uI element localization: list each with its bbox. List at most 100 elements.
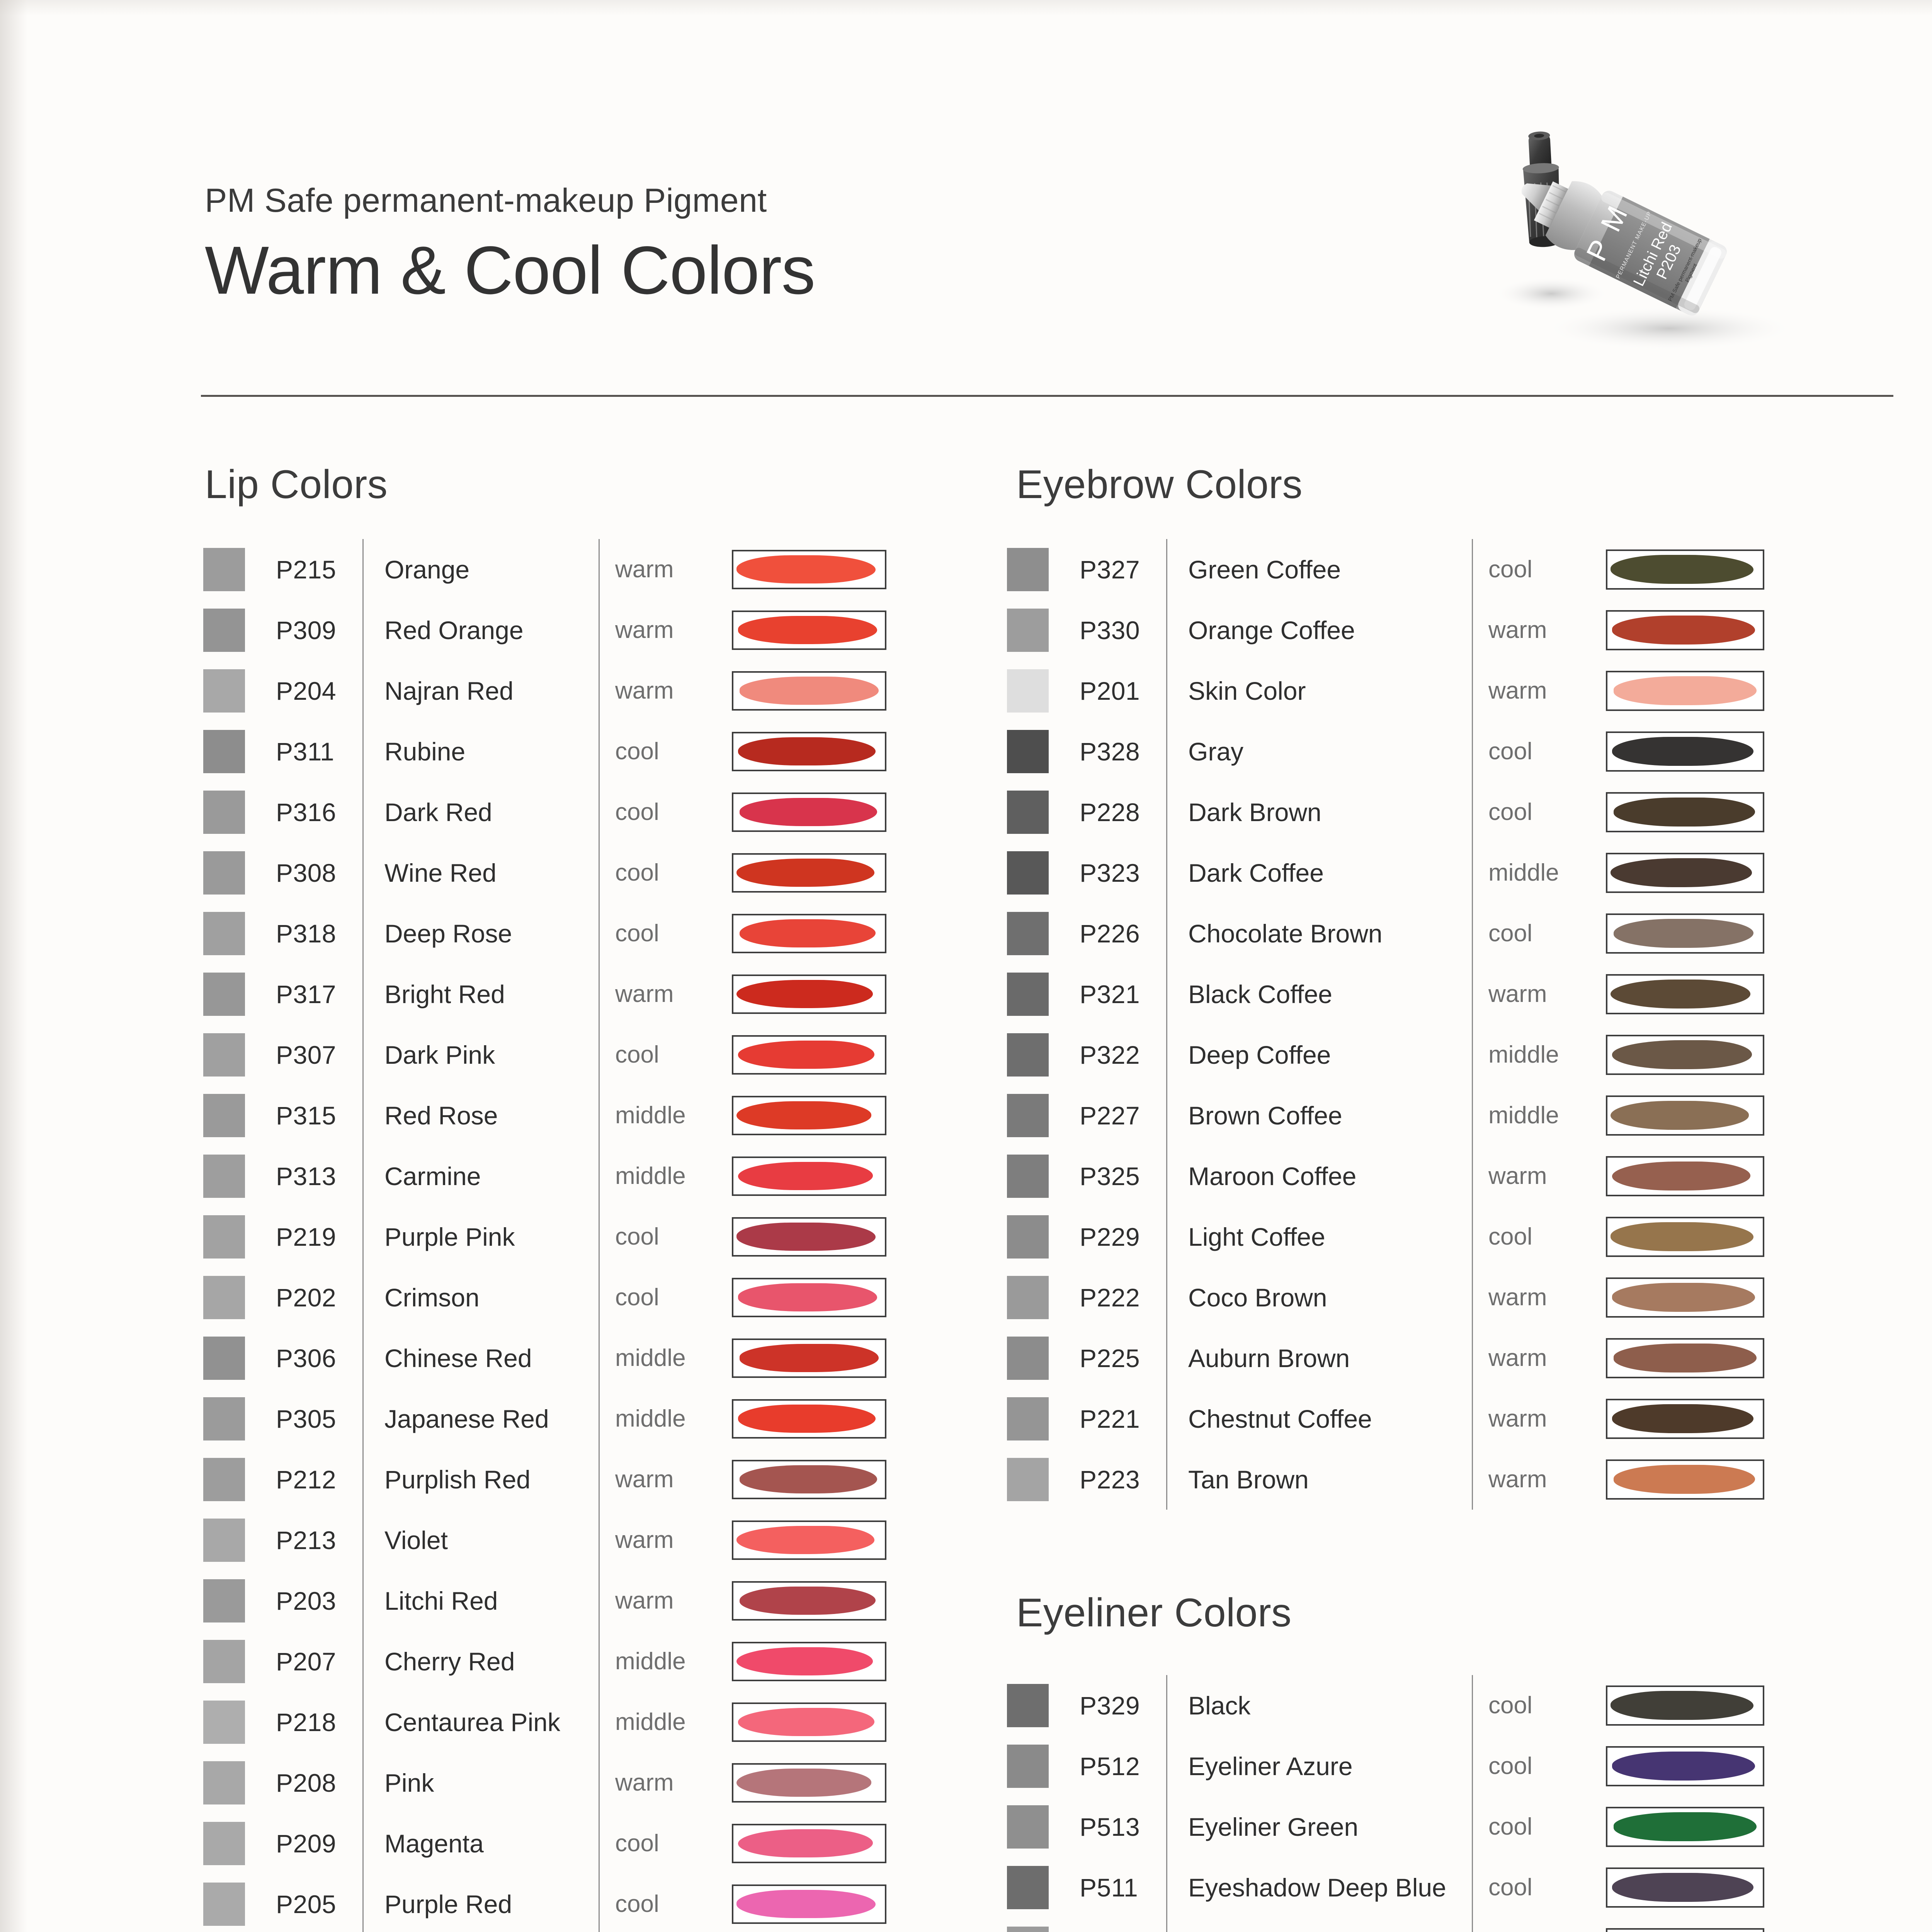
table-row[interactable]: P315 Red Rose middle (201, 1085, 886, 1146)
table-row[interactable]: P222 Coco Brown warm (1005, 1267, 1764, 1328)
table-row[interactable]: P513 Eyeliner Green cool (1005, 1796, 1764, 1857)
table-row[interactable]: P229 Light Coffee cool (1005, 1206, 1764, 1267)
pigment-name: Eyeshadow Deep Blue (1188, 1873, 1446, 1902)
pigment-brush-stroke (1614, 1465, 1755, 1494)
pigment-swatch-cell (732, 1874, 886, 1932)
pigment-brush-stroke (736, 1222, 876, 1251)
color-temperature-label: cool (615, 859, 659, 886)
pigment-code: P311 (276, 737, 335, 766)
pigment-brush-stroke (1612, 1162, 1750, 1190)
table-row[interactable]: P306 Chinese Red middle (201, 1328, 886, 1388)
pigment-code: P228 (1080, 798, 1140, 827)
table-row[interactable]: P330 Orange Coffee warm (1005, 600, 1764, 660)
color-temperature-label: warm (615, 1587, 674, 1614)
table-row[interactable]: P328 Gray cool (1005, 721, 1764, 782)
pigment-code: P511 (1080, 1873, 1138, 1902)
pigment-swatch-box (732, 1581, 886, 1621)
table-row[interactable]: P204 Najran Red warm (201, 660, 886, 721)
pigment-swatch-box (1606, 1746, 1764, 1786)
table-row[interactable]: P511 Eyeshadow Deep Blue cool (1005, 1857, 1764, 1918)
table-row[interactable]: P305 Japanese Red middle (201, 1388, 886, 1449)
column-divider (599, 1388, 600, 1449)
color-temperature-label: warm (615, 981, 674, 1007)
column-divider (362, 1146, 364, 1206)
pigment-code: P229 (1080, 1222, 1140, 1251)
table-row[interactable]: P221 Chestnut Coffee warm (1005, 1388, 1764, 1449)
column-divider (362, 1328, 364, 1388)
column-divider (599, 1752, 600, 1813)
table-row[interactable]: P223 Tan Brown warm (1005, 1449, 1764, 1510)
pigment-brush-stroke (1612, 1283, 1755, 1312)
table-row[interactable]: P219 Purple Pink cool (201, 1206, 886, 1267)
pigment-swatch-cell (732, 600, 886, 660)
grayscale-tone-swatch (203, 790, 245, 834)
grayscale-tone-swatch (1007, 972, 1049, 1016)
table-row[interactable]: P218 Centaurea Pink middle (201, 1692, 886, 1752)
pigment-swatch-cell (732, 1388, 886, 1449)
pigment-swatch-box (732, 792, 886, 832)
grayscale-tone-swatch (1007, 1744, 1049, 1788)
column-divider (1166, 1675, 1167, 1736)
pigment-name: Tan Brown (1188, 1465, 1309, 1494)
table-row[interactable]: P208 Pink warm (201, 1752, 886, 1813)
table-row[interactable]: P318 Deep Rose cool (201, 903, 886, 964)
table-row[interactable]: P329 Black cool (1005, 1675, 1764, 1736)
column-divider (599, 964, 600, 1024)
pigment-name: Rubine (384, 737, 466, 766)
table-row[interactable]: P311 Rubine cool (201, 721, 886, 782)
pigment-brush-stroke (1612, 1040, 1752, 1069)
table-row[interactable]: P207 Cherry Red middle (201, 1631, 886, 1692)
table-row[interactable]: P227 Brown Coffee middle (1005, 1085, 1764, 1146)
color-temperature-label: cool (1488, 799, 1532, 825)
column-divider (1166, 964, 1167, 1024)
table-row[interactable]: P213 Violet warm (201, 1510, 886, 1570)
page-title: Warm & Cool Colors (205, 233, 815, 308)
pigment-swatch-box (732, 1884, 886, 1924)
pigment-swatch-cell (1606, 1857, 1764, 1918)
table-row[interactable]: P201 Skin Color warm (1005, 660, 1764, 721)
table-row[interactable]: P313 Carmine middle (201, 1146, 886, 1206)
pigment-code: P329 (1080, 1691, 1140, 1720)
pigment-brush-stroke (736, 555, 876, 584)
table-row[interactable]: P225 Auburn Brown warm (1005, 1328, 1764, 1388)
table-row[interactable]: P309 Red Orange warm (201, 600, 886, 660)
table-row[interactable]: P308 Wine Red cool (201, 842, 886, 903)
color-temperature-label: middle (615, 1102, 686, 1129)
pigment-swatch-cell (1606, 1024, 1764, 1085)
table-row[interactable]: P321 Black Coffee warm (1005, 964, 1764, 1024)
table-row[interactable]: P322 Deep Coffee middle (1005, 1024, 1764, 1085)
column-divider (599, 782, 600, 842)
pigment-name: Auburn Brown (1188, 1344, 1350, 1372)
column-divider (1166, 842, 1167, 903)
color-temperature-label: cool (615, 1041, 659, 1068)
grayscale-tone-swatch (1007, 1866, 1049, 1909)
table-row[interactable]: P307 Dark Pink cool (201, 1024, 886, 1085)
pigment-swatch-box (732, 853, 886, 893)
table-row[interactable]: P209 Magenta cool (201, 1813, 886, 1874)
column-divider (1472, 721, 1473, 782)
pigment-swatch-cell (1606, 1085, 1764, 1146)
table-row[interactable]: P203 Litchi Red warm (201, 1570, 886, 1631)
table-row[interactable]: P215 Orange warm (201, 539, 886, 600)
table-row[interactable]: P212 Purplish Red warm (201, 1449, 886, 1510)
table-row[interactable]: P323 Dark Coffee middle (1005, 842, 1764, 903)
table-row[interactable]: P512 Eyeliner Azure cool (1005, 1736, 1764, 1796)
grayscale-tone-swatch (203, 1639, 245, 1683)
table-row[interactable]: P228 Dark Brown cool (1005, 782, 1764, 842)
pigment-swatch-box (732, 731, 886, 771)
pigment-swatch-cell (732, 1449, 886, 1510)
table-row[interactable]: P226 Chocolate Brown cool (1005, 903, 1764, 964)
pigment-name: Purplish Red (384, 1465, 531, 1494)
table-row[interactable]: P316 Dark Red cool (201, 782, 886, 842)
table-row[interactable]: P317 Bright Red warm (201, 964, 886, 1024)
pigment-code: P316 (276, 798, 337, 827)
table-row[interactable]: P327 Green Coffee cool (1005, 539, 1764, 600)
table-row[interactable]: P325 Maroon Coffee warm (1005, 1146, 1764, 1206)
pigment-code: P208 (276, 1768, 337, 1797)
table-row[interactable]: P205 Purple Red cool (201, 1874, 886, 1932)
pigment-swatch-box (1606, 1156, 1764, 1196)
table-row[interactable]: P202 Crimson cool (201, 1267, 886, 1328)
pigment-code: P227 (1080, 1101, 1140, 1130)
